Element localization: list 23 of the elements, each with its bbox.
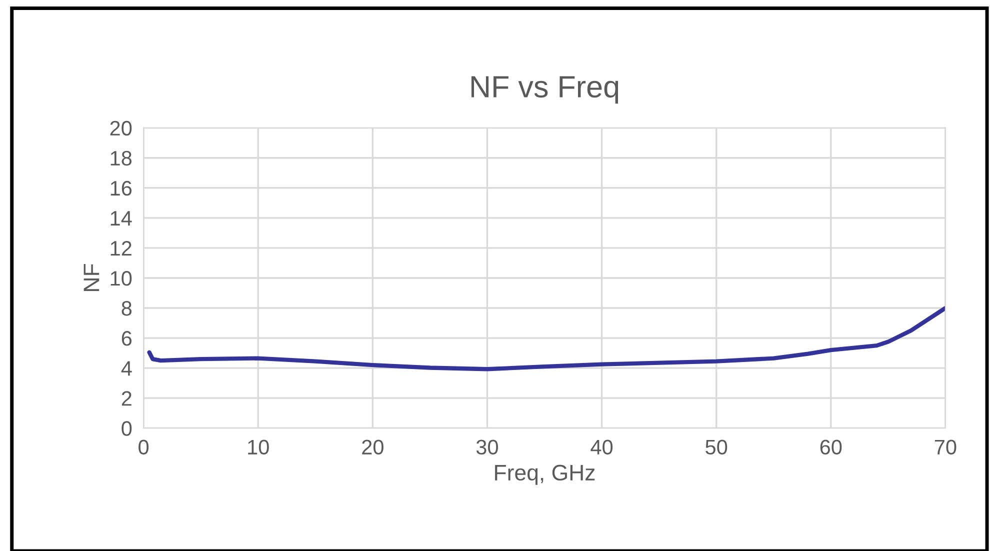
x-tick-label: 40 <box>590 440 613 455</box>
y-tick-label: 14 <box>110 211 132 226</box>
line-series <box>147 306 946 372</box>
x-tick-label: 60 <box>820 440 842 455</box>
y-tick-label: 16 <box>110 180 132 196</box>
chart-title: NF vs Freq <box>471 76 618 104</box>
y-tick-label: 2 <box>122 391 132 406</box>
y-tick-label: 4 <box>121 361 132 376</box>
x-tick-label: 50 <box>706 440 728 455</box>
y-axis-title: NF <box>84 264 100 291</box>
x-tick-label: 0 <box>138 440 149 455</box>
y-tick-label: 6 <box>122 331 132 346</box>
x-tick-label: 20 <box>362 440 384 455</box>
x-tick-label: 30 <box>476 440 498 455</box>
y-tick-label: 10 <box>110 270 132 286</box>
y-tick-label: 12 <box>110 240 132 256</box>
y-tick-label: 8 <box>122 301 132 316</box>
x-tick-label: 70 <box>934 440 956 455</box>
y-tick-label: 18 <box>110 150 132 166</box>
x-tick-label: 10 <box>248 440 269 455</box>
y-tick-label: 20 <box>110 120 132 136</box>
x-axis-title: Freq, GHz <box>495 464 595 485</box>
y-tick-label: 0 <box>122 421 132 436</box>
